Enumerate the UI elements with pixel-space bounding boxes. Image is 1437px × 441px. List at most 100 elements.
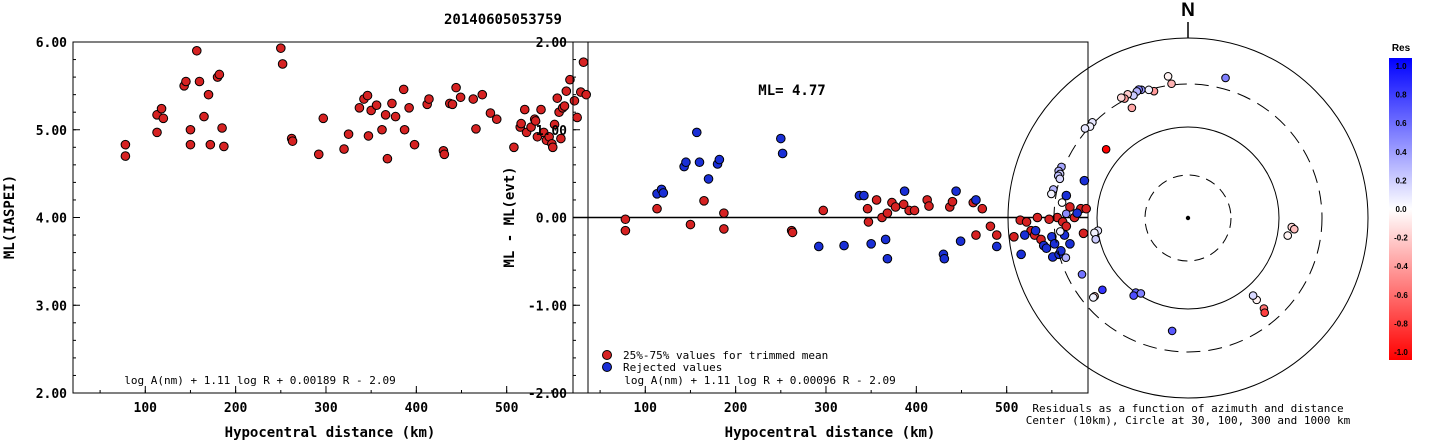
left-point-series0 <box>156 103 167 114</box>
middle-point-series1 <box>1041 243 1052 254</box>
middle-xtick-label: 200 <box>724 401 748 416</box>
left-point-series0 <box>519 104 530 115</box>
middle-point-series0 <box>924 201 934 211</box>
left-point-series0 <box>398 84 409 95</box>
middle-point-series1 <box>1030 225 1041 236</box>
polar-station-point <box>1116 93 1126 102</box>
middle-point-series1 <box>939 253 950 264</box>
left-point-series0 <box>185 124 196 135</box>
north-label: N <box>1181 0 1195 21</box>
left-point-series0 <box>217 123 227 133</box>
polar-station-point <box>1057 198 1067 207</box>
left-point-series0 <box>287 136 298 146</box>
left-point-series0 <box>313 149 324 160</box>
polar-station-point <box>1167 326 1177 336</box>
left-y-axis-label: ML(IASPEI) <box>2 175 18 259</box>
polar-station-point <box>1077 270 1087 279</box>
left-ytick-label: 4.00 <box>36 212 67 227</box>
left-ytick-label: 3.00 <box>36 299 67 314</box>
middle-point-series1 <box>777 148 788 159</box>
left-point-series0 <box>536 104 546 115</box>
polar-station-point <box>1091 235 1100 244</box>
middle-point-series1 <box>1065 239 1075 249</box>
middle-data-points <box>620 127 1091 264</box>
left-point-series0 <box>343 129 354 139</box>
polar-station-point <box>1289 224 1299 234</box>
middle-ytick-label: 1.00 <box>536 124 567 139</box>
polar-station-point <box>1127 103 1137 113</box>
ml-annotation: ML= 4.77 <box>758 83 825 99</box>
left-x-axis-label: Hypocentral distance (km) <box>225 425 436 441</box>
polar-station-point <box>1260 308 1269 318</box>
middle-point-series1 <box>991 241 1002 252</box>
circle-100km <box>1096 126 1280 310</box>
middle-point-series0 <box>620 214 631 225</box>
polar-station-point <box>1061 209 1071 219</box>
middle-xtick-label: 300 <box>814 401 838 416</box>
middle-axis-ticks: -2.00 -1.00 0.00 1.00 2.00 100 200 300 400 500 <box>528 36 1053 416</box>
middle-point-series0 <box>1044 214 1054 225</box>
middle-point-series1 <box>882 253 893 264</box>
left-ytick-label: 6.00 <box>36 36 67 51</box>
polar-station-point <box>1055 174 1065 184</box>
left-point-series0 <box>485 108 496 118</box>
polar-station-point <box>1056 227 1065 236</box>
left-xtick-label: 100 <box>134 401 158 416</box>
legend-label-trimmed: 25%-75% values for trimmed mean <box>623 349 828 362</box>
middle-point-series1 <box>955 236 966 246</box>
middle-ytick-label: 0.00 <box>536 212 567 227</box>
polar-caption-line2: Center (10km), Circle at 30, 100, 300 an… <box>1026 414 1351 427</box>
left-point-series0 <box>276 43 286 53</box>
left-point-series0 <box>399 124 410 135</box>
epicenter-dot <box>1185 215 1191 221</box>
middle-point-series0 <box>1032 212 1043 223</box>
left-point-series0 <box>530 116 541 126</box>
left-point-series0 <box>549 119 560 130</box>
left-point-series0 <box>382 153 393 164</box>
middle-point-series1 <box>813 241 824 252</box>
middle-point-series0 <box>719 208 729 218</box>
left-point-series0 <box>439 149 450 160</box>
middle-point-series0 <box>652 203 662 214</box>
left-xtick-label: 200 <box>224 401 248 416</box>
middle-point-series0 <box>620 225 631 236</box>
left-point-series0 <box>447 99 458 110</box>
left-point-series0 <box>561 86 572 96</box>
middle-point-series0 <box>971 230 981 240</box>
middle-point-series0 <box>1065 202 1075 212</box>
colorbar: Res 1.0 0.8 0.6 0.4 0.2 0.0 -0.2 -0.4 -0.6 -0.8 -1… <box>1389 43 1412 360</box>
middle-point-series0 <box>898 199 909 210</box>
middle-point-series1 <box>1079 175 1090 186</box>
middle-point-series1 <box>1019 230 1030 240</box>
legend-label-rejected: Rejected values <box>623 361 722 374</box>
legend: 25%-75% values for trimmed mean Rejected… <box>602 349 828 374</box>
colorbar-title: Res <box>1392 43 1411 54</box>
left-point-series0 <box>214 69 225 80</box>
polar-station-point <box>1089 293 1098 302</box>
colorbar-gradient <box>1389 58 1412 360</box>
left-point-series0 <box>578 57 589 67</box>
colorbar-tick-label: -0.4 <box>1394 262 1408 271</box>
left-point-series0 <box>455 92 466 103</box>
left-chart: 2.00 3.00 4.00 5.00 6.00 100 200 300 400 500 Hypo… <box>2 36 591 441</box>
colorbar-tick-label: 0.6 <box>1395 119 1407 128</box>
middle-point-series0 <box>947 196 958 207</box>
middle-point-series1 <box>703 174 714 184</box>
left-ytick-label: 5.00 <box>36 124 67 139</box>
left-point-series0 <box>191 45 202 56</box>
left-point-series0 <box>547 142 558 153</box>
left-xtick-label: 300 <box>314 401 338 416</box>
middle-point-series1 <box>839 240 849 251</box>
middle-point-series1 <box>951 186 961 196</box>
left-point-series0 <box>572 112 582 123</box>
polar-station-point <box>1136 289 1146 298</box>
left-point-series0 <box>387 98 397 109</box>
middle-ytick-label: -2.00 <box>528 387 567 402</box>
middle-point-series0 <box>1009 232 1019 242</box>
legend-marker-rejected <box>602 362 612 372</box>
left-data-points <box>120 43 591 164</box>
colorbar-tick-label: -1.0 <box>1394 348 1408 357</box>
middle-point-series0 <box>787 227 798 238</box>
middle-point-series1 <box>1072 208 1082 218</box>
left-point-series0 <box>451 82 461 93</box>
